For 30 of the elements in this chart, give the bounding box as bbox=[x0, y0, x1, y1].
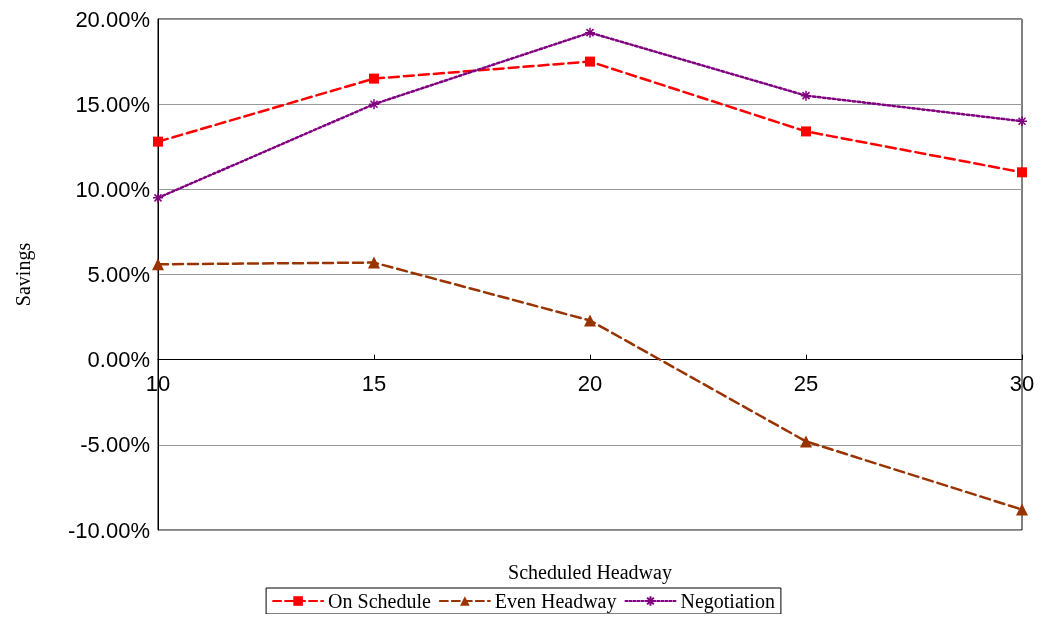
point bbox=[1016, 115, 1028, 127]
point bbox=[1016, 503, 1028, 516]
point bbox=[800, 435, 812, 448]
x-tick-label: 15 bbox=[361, 370, 387, 396]
legend-label: On Schedule bbox=[328, 590, 431, 612]
point bbox=[153, 136, 163, 147]
x-axis-title: Scheduled Headway bbox=[508, 561, 672, 584]
x-tick-label: 30 bbox=[1009, 370, 1035, 396]
legend-label: Negotiation bbox=[680, 590, 775, 613]
point bbox=[801, 126, 811, 137]
y-tick-label: 0.00% bbox=[87, 347, 150, 373]
y-tick-label: 20.00% bbox=[75, 6, 150, 32]
point bbox=[368, 256, 380, 269]
point bbox=[584, 26, 596, 39]
point bbox=[584, 314, 596, 327]
legend-label: Even Headway bbox=[494, 590, 617, 613]
y-tick-label: 5.00% bbox=[87, 262, 150, 287]
y-tick-label: -5.00% bbox=[80, 432, 150, 458]
x-tick-label: 20 bbox=[577, 370, 603, 396]
y-tick-label: 10.00% bbox=[75, 176, 150, 202]
point bbox=[152, 258, 164, 271]
y-tick-label: 15.00% bbox=[75, 91, 150, 117]
point bbox=[152, 192, 164, 204]
point bbox=[369, 73, 379, 84]
point bbox=[1017, 167, 1027, 178]
x-tick-label: 25 bbox=[793, 370, 819, 396]
y-axis-title: Savings bbox=[12, 242, 35, 307]
point bbox=[585, 56, 595, 67]
point bbox=[368, 98, 380, 110]
y-tick-label: -10.00% bbox=[68, 517, 150, 543]
